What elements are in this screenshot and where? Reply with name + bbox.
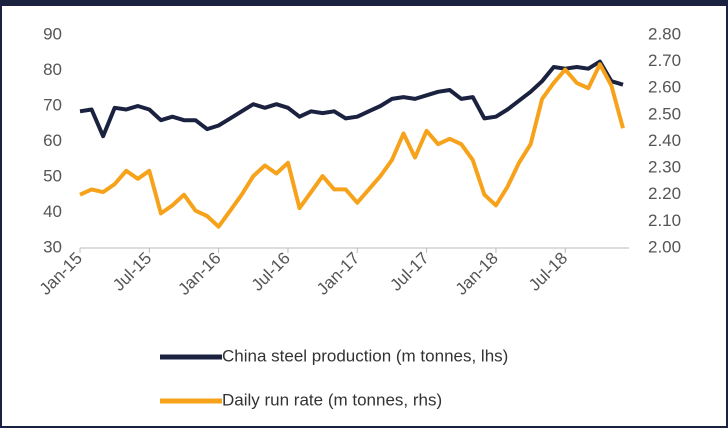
y2-tick-label: 2.10 xyxy=(648,211,681,230)
y2-tick-label: 2.40 xyxy=(648,131,681,150)
y2-tick-label: 2.80 xyxy=(648,24,681,43)
y2-tick-label: 2.60 xyxy=(648,78,681,97)
legend-label: China steel production (m tonnes, lhs) xyxy=(222,346,508,365)
y2-tick-label: 2.00 xyxy=(648,237,681,256)
y2-tick-label: 2.50 xyxy=(648,104,681,123)
legend-label: Daily run rate (m tonnes, rhs) xyxy=(222,390,442,409)
y-tick-label: 60 xyxy=(43,131,62,150)
y2-tick-label: 2.20 xyxy=(648,184,681,203)
y-tick-label: 30 xyxy=(43,237,62,256)
top-bar xyxy=(0,0,728,6)
y-tick-label: 50 xyxy=(43,166,62,185)
series-line xyxy=(79,59,624,139)
y2-tick-label: 2.30 xyxy=(648,158,681,177)
y-tick-label: 40 xyxy=(43,202,62,221)
series-line xyxy=(79,62,625,229)
y-tick-label: 80 xyxy=(43,60,62,79)
y2-tick-label: 2.70 xyxy=(648,51,681,70)
y-tick-label: 90 xyxy=(43,24,62,43)
y-tick-label: 70 xyxy=(43,95,62,114)
